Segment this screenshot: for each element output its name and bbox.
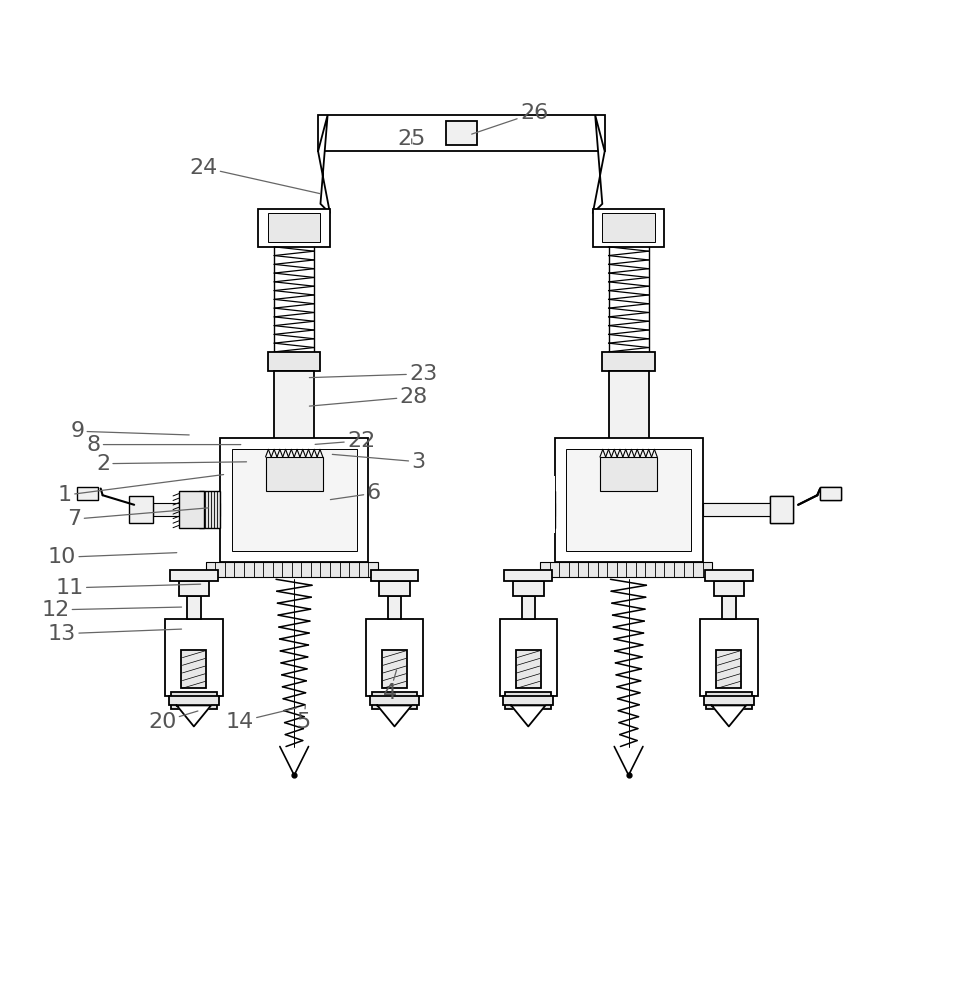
Bar bbox=[318, 115, 604, 151]
Text: 23: 23 bbox=[309, 364, 437, 384]
Bar bbox=[504, 696, 554, 705]
Polygon shape bbox=[378, 705, 411, 726]
Text: 11: 11 bbox=[56, 578, 201, 598]
Bar bbox=[770, 496, 794, 523]
Bar bbox=[268, 352, 320, 371]
Text: 25: 25 bbox=[398, 129, 426, 149]
Text: 26: 26 bbox=[472, 103, 548, 134]
Polygon shape bbox=[511, 705, 546, 726]
Text: 8: 8 bbox=[86, 435, 241, 455]
Bar bbox=[179, 581, 209, 596]
Bar bbox=[702, 503, 770, 516]
Bar bbox=[505, 570, 553, 581]
Text: 3: 3 bbox=[333, 452, 426, 472]
Text: 14: 14 bbox=[226, 708, 296, 732]
Text: 9: 9 bbox=[70, 421, 189, 441]
Bar bbox=[593, 209, 664, 247]
Polygon shape bbox=[593, 115, 604, 213]
Bar bbox=[459, 476, 554, 533]
Text: 24: 24 bbox=[189, 158, 320, 194]
Text: 4: 4 bbox=[382, 670, 397, 703]
Bar bbox=[554, 438, 702, 562]
Bar bbox=[770, 496, 794, 523]
Bar bbox=[704, 696, 753, 705]
Polygon shape bbox=[712, 705, 746, 726]
Bar bbox=[366, 619, 423, 696]
Bar bbox=[513, 581, 544, 596]
Bar bbox=[371, 570, 418, 581]
Bar bbox=[274, 371, 314, 443]
Text: 12: 12 bbox=[41, 600, 182, 620]
Bar bbox=[522, 596, 535, 619]
Bar bbox=[199, 491, 220, 528]
Bar bbox=[259, 209, 330, 247]
Text: 6: 6 bbox=[331, 483, 381, 503]
Bar bbox=[232, 449, 357, 551]
Bar bbox=[388, 596, 401, 619]
Text: 28: 28 bbox=[309, 387, 428, 407]
Bar bbox=[77, 487, 98, 500]
Bar bbox=[701, 619, 757, 696]
Bar bbox=[220, 438, 368, 562]
Bar bbox=[446, 121, 477, 145]
Bar bbox=[380, 581, 409, 596]
Bar bbox=[187, 596, 201, 619]
Bar bbox=[513, 491, 538, 528]
Text: 2: 2 bbox=[96, 454, 247, 474]
Bar bbox=[500, 619, 557, 696]
Bar bbox=[130, 496, 153, 523]
Bar bbox=[487, 503, 554, 516]
Text: 20: 20 bbox=[148, 711, 198, 732]
Polygon shape bbox=[177, 705, 211, 726]
Bar bbox=[169, 696, 219, 705]
Bar bbox=[723, 596, 735, 619]
Text: 5: 5 bbox=[297, 705, 310, 732]
Bar bbox=[265, 457, 323, 491]
Bar bbox=[170, 570, 218, 581]
Bar bbox=[206, 562, 378, 577]
Text: 1: 1 bbox=[58, 475, 224, 505]
Text: 7: 7 bbox=[67, 508, 209, 529]
Bar bbox=[505, 692, 552, 709]
Bar bbox=[600, 457, 657, 491]
Bar bbox=[370, 696, 419, 705]
Bar bbox=[516, 650, 541, 688]
Bar bbox=[268, 213, 320, 242]
Bar bbox=[717, 650, 741, 688]
Bar bbox=[165, 619, 223, 696]
Bar bbox=[706, 692, 752, 709]
Bar bbox=[372, 692, 417, 709]
Bar bbox=[566, 449, 691, 551]
Text: 13: 13 bbox=[48, 624, 182, 644]
Bar bbox=[702, 503, 770, 516]
Bar bbox=[382, 650, 407, 688]
Bar bbox=[153, 503, 220, 516]
Bar bbox=[820, 487, 841, 500]
Bar bbox=[714, 581, 744, 596]
Bar bbox=[603, 213, 654, 242]
Bar bbox=[603, 352, 654, 371]
Text: 22: 22 bbox=[315, 431, 375, 451]
Text: 10: 10 bbox=[48, 547, 177, 567]
Bar bbox=[705, 570, 752, 581]
Bar bbox=[533, 491, 554, 528]
Bar bbox=[182, 650, 207, 688]
Bar bbox=[820, 487, 841, 500]
Bar bbox=[179, 491, 204, 528]
Polygon shape bbox=[318, 115, 330, 213]
Bar bbox=[608, 371, 649, 443]
Bar bbox=[171, 692, 217, 709]
Bar bbox=[540, 562, 712, 577]
